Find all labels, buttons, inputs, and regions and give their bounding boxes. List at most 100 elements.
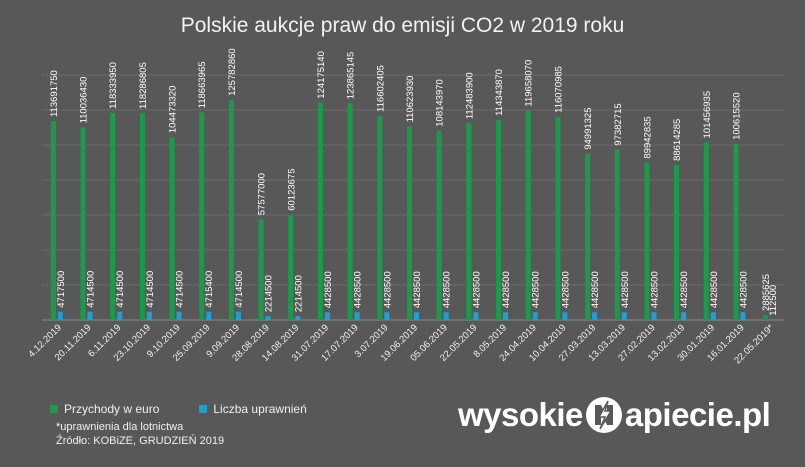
data-label-allowances: 4714500 [86, 271, 97, 308]
bar-allowances [473, 312, 479, 320]
bar-revenue [347, 103, 353, 320]
data-label-allowances: 4428500 [323, 271, 334, 308]
data-label-allowances: 4428500 [649, 271, 660, 308]
data-label-allowances: 2214500 [293, 275, 304, 312]
data-label-allowances: 4714500 [234, 271, 245, 308]
data-label-allowances: 112500 [768, 285, 779, 316]
bar-allowances [57, 311, 63, 320]
data-label-allowances: 4428500 [590, 271, 601, 308]
bar-revenue [288, 214, 294, 320]
data-label-revenue: 125782860 [227, 48, 238, 96]
bar-revenue [407, 126, 412, 321]
bar-allowances [710, 312, 716, 320]
data-label-allowances: 4428500 [738, 271, 749, 308]
data-label-allowances: 4428500 [501, 271, 512, 308]
bar-allowances [562, 312, 568, 320]
data-label-allowances: 4428500 [620, 271, 631, 308]
footnote: *uprawnienia dla lotnictwa [56, 421, 184, 433]
site-logo: wysokie apiecie.pl [458, 395, 771, 435]
data-label-allowances: 4714500 [175, 271, 186, 308]
data-label-allowances: 4428500 [442, 271, 453, 308]
data-label-revenue: 118333950 [108, 62, 119, 109]
value-labels: 113691750 4717500 110036430 4714500 11833395… [49, 48, 779, 315]
data-label-allowances: 4714500 [115, 271, 126, 308]
data-label-revenue: 110036430 [79, 77, 90, 124]
data-label-revenue: 89942835 [642, 116, 653, 158]
data-label-allowances: 4428500 [353, 271, 364, 308]
bar-allowances [265, 316, 271, 320]
lightning-n-icon [585, 397, 622, 433]
data-label-revenue: 118286805 [138, 62, 149, 109]
data-label-revenue: 116070985 [553, 66, 564, 113]
bar-allowances [740, 312, 746, 320]
data-label-revenue: 112483900 [464, 72, 475, 119]
data-label-revenue: 108143970 [435, 79, 446, 127]
bar-revenue [377, 115, 383, 320]
legend-swatch-revenue [50, 405, 58, 413]
bar-allowances [621, 312, 627, 320]
data-label-revenue: 114343870 [494, 69, 505, 116]
bar-allowances [206, 311, 212, 320]
data-label-revenue: 113691750 [49, 70, 60, 117]
bar-revenue [169, 137, 175, 320]
data-label-allowances: 2214500 [264, 275, 275, 312]
bar-revenue [110, 112, 116, 320]
gridlines [42, 74, 784, 321]
legend-label-revenue: Przychody w euro [64, 402, 160, 416]
bar-revenue [466, 123, 472, 321]
data-label-revenue: 101456935 [702, 91, 713, 139]
data-label-allowances: 4428500 [709, 271, 720, 308]
data-label-revenue: 123865145 [346, 52, 357, 100]
bar-allowances [235, 311, 241, 320]
bar-revenue [258, 219, 264, 320]
bar-revenue [139, 112, 145, 320]
bar-revenue [763, 314, 769, 320]
bar-revenue [199, 112, 205, 320]
data-label-allowances: 4717500 [56, 271, 67, 308]
bar-revenue [525, 110, 531, 320]
bar-allowances [532, 312, 538, 320]
data-label-allowances: 4428500 [382, 271, 393, 308]
data-label-allowances: 4428500 [560, 271, 571, 308]
bar-allowances [117, 311, 123, 320]
bar-allowances [503, 312, 509, 320]
chart-title: Polskie aukcje praw do emisji CO2 w 2019… [180, 14, 625, 37]
data-label-revenue: 119658070 [524, 60, 535, 107]
x-tick-labels: 4.12.201920.11.20196.11.201923.10.20199.… [26, 322, 776, 366]
bar-allowances [414, 312, 419, 320]
bar-allowances [176, 311, 182, 320]
data-label-revenue: 100615520 [731, 92, 742, 140]
data-label-revenue: 118663965 [197, 61, 208, 108]
bar-allowances [592, 312, 598, 320]
bar-allowances [324, 312, 330, 320]
bar-revenue [317, 102, 323, 320]
data-label-allowances: 4714500 [145, 271, 156, 308]
bar-allowances [681, 312, 687, 320]
legend-item-allowances: Liczba uprawnień [199, 402, 307, 416]
legend: Przychody w euro Liczba uprawnień [50, 402, 307, 416]
logo-text-right: apiecie.pl [624, 396, 771, 433]
data-label-revenue: 88614285 [672, 119, 683, 161]
data-label-revenue: 2885625 [761, 274, 772, 311]
bar-revenue [703, 142, 709, 320]
bar-revenue [80, 127, 86, 320]
source-note: Źródło: KOBiZE, GRUDZIEŃ 2019 [56, 435, 225, 447]
legend-swatch-allowances [199, 405, 208, 413]
data-label-allowances: 4428500 [679, 271, 690, 308]
data-label-revenue: 94991325 [583, 107, 594, 149]
data-label-allowances: 4715400 [204, 271, 215, 308]
bar-revenue [228, 99, 234, 320]
legend-label-allowances: Liczba uprawnień [213, 402, 307, 416]
data-label-allowances: 4428500 [471, 271, 482, 308]
logo-text-left: wysokie [458, 396, 583, 433]
bar-revenue [674, 164, 680, 320]
bar-revenue [585, 153, 591, 320]
bar-revenue [496, 119, 502, 320]
data-label-revenue: 97382715 [613, 103, 624, 145]
data-label-revenue: 116602405 [375, 65, 386, 112]
bar-allowances [354, 312, 360, 320]
bar-revenue [733, 143, 739, 320]
bar-allowances [146, 311, 152, 320]
legend-item-revenue: Przychody w euro [50, 402, 159, 416]
bar-revenue [555, 116, 561, 320]
